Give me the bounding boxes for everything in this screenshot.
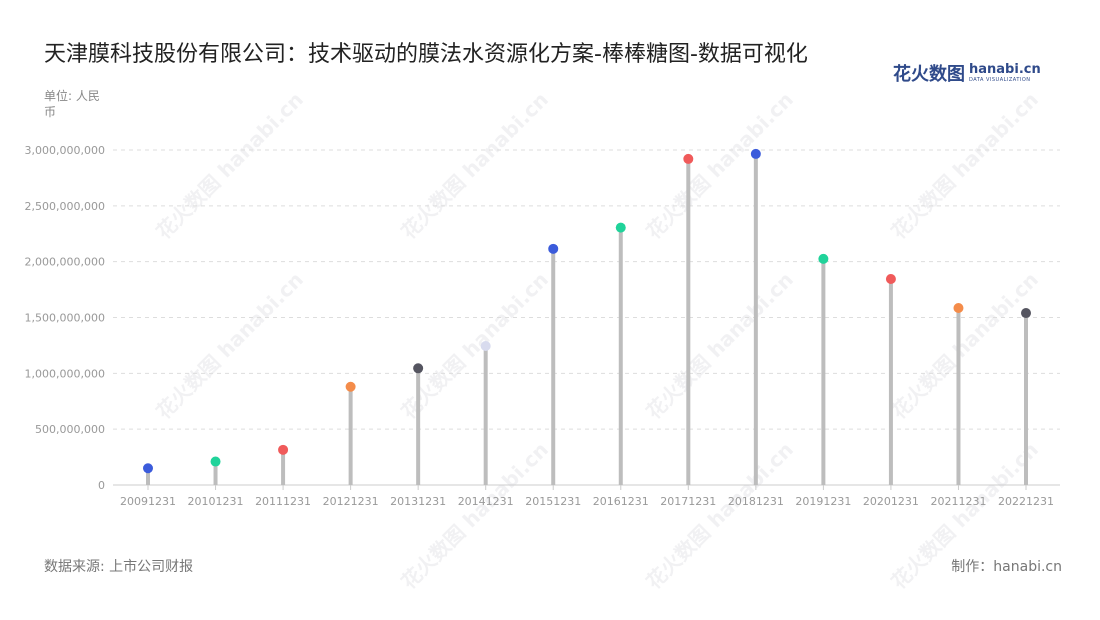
lollipop-dot bbox=[548, 243, 559, 254]
lollipop-dots bbox=[143, 148, 1031, 474]
lollipop-dot bbox=[953, 303, 964, 314]
lollipop-dot bbox=[885, 273, 896, 284]
lollipop-dot bbox=[480, 340, 491, 351]
lollipop-dot bbox=[278, 444, 289, 455]
credit-text: 制作：hanabi.cn bbox=[951, 559, 1062, 575]
x-tick-label: 20161231 bbox=[593, 495, 649, 508]
x-tick-label: 20181231 bbox=[728, 495, 784, 508]
logo-sub-text: DATA VISUALIZATION bbox=[969, 77, 1031, 83]
lollipop-dot bbox=[1021, 308, 1031, 319]
brand-logo: 花火数图 hanabi.cn DATA VISUALIZATION bbox=[893, 60, 1041, 86]
x-tick-label: 20211231 bbox=[930, 495, 986, 508]
x-axis-ticks: 20091231 20101231 20111231 20121231 20131231… bbox=[120, 485, 1054, 508]
x-tick-label: 20151231 bbox=[525, 495, 581, 508]
x-tick-label: 20201231 bbox=[863, 495, 919, 508]
logo-cn-text: 花火数图 bbox=[893, 64, 965, 85]
lollipop-dot bbox=[413, 363, 424, 374]
logo-en-block: hanabi.cn DATA VISUALIZATION bbox=[969, 63, 1041, 83]
x-tick-label: 20091231 bbox=[120, 495, 176, 508]
grid-lines bbox=[113, 149, 1060, 430]
lollipop-dot bbox=[210, 456, 221, 467]
x-tick-label: 20141231 bbox=[458, 495, 514, 508]
page-title: 天津膜科技股份有限公司：技术驱动的膜法水资源化方案-棒棒糖图-数据可视化 bbox=[44, 42, 808, 67]
y-tick-label: 1,000,000,000 bbox=[25, 367, 105, 380]
x-tick-label: 20121231 bbox=[323, 495, 379, 508]
y-axis-ticks: 0 500,000,000 1,000,000,000 1,500,000,000 2,… bbox=[25, 144, 105, 492]
x-tick-label: 20171231 bbox=[660, 495, 716, 508]
lollipop-dot bbox=[750, 148, 761, 159]
y-tick-label: 3,000,000,000 bbox=[25, 144, 105, 157]
lollipop-dot bbox=[615, 222, 626, 233]
data-source: 数据来源: 上市公司财报 bbox=[44, 559, 194, 575]
x-tick-label: 20191231 bbox=[795, 495, 851, 508]
y-tick-label: 2,000,000,000 bbox=[25, 256, 105, 269]
y-tick-label: 0 bbox=[98, 479, 105, 492]
y-tick-label: 2,500,000,000 bbox=[25, 200, 105, 213]
x-tick-label: 20101231 bbox=[188, 495, 244, 508]
x-tick-label: 20131231 bbox=[390, 495, 446, 508]
lollipop-stems bbox=[146, 153, 1028, 485]
y-axis-unit-label: 单位: 人民币 bbox=[44, 89, 100, 119]
y-tick-label: 1,500,000,000 bbox=[25, 312, 105, 325]
x-tick-label: 20221231 bbox=[998, 495, 1054, 508]
lollipop-dot bbox=[683, 153, 694, 164]
lollipop-dot bbox=[818, 253, 829, 264]
y-tick-label: 500,000,000 bbox=[35, 423, 105, 436]
lollipop-dot bbox=[143, 463, 153, 474]
logo-en-text: hanabi.cn bbox=[969, 62, 1041, 77]
x-tick-label: 20111231 bbox=[255, 495, 311, 508]
lollipop-dot bbox=[345, 381, 356, 392]
